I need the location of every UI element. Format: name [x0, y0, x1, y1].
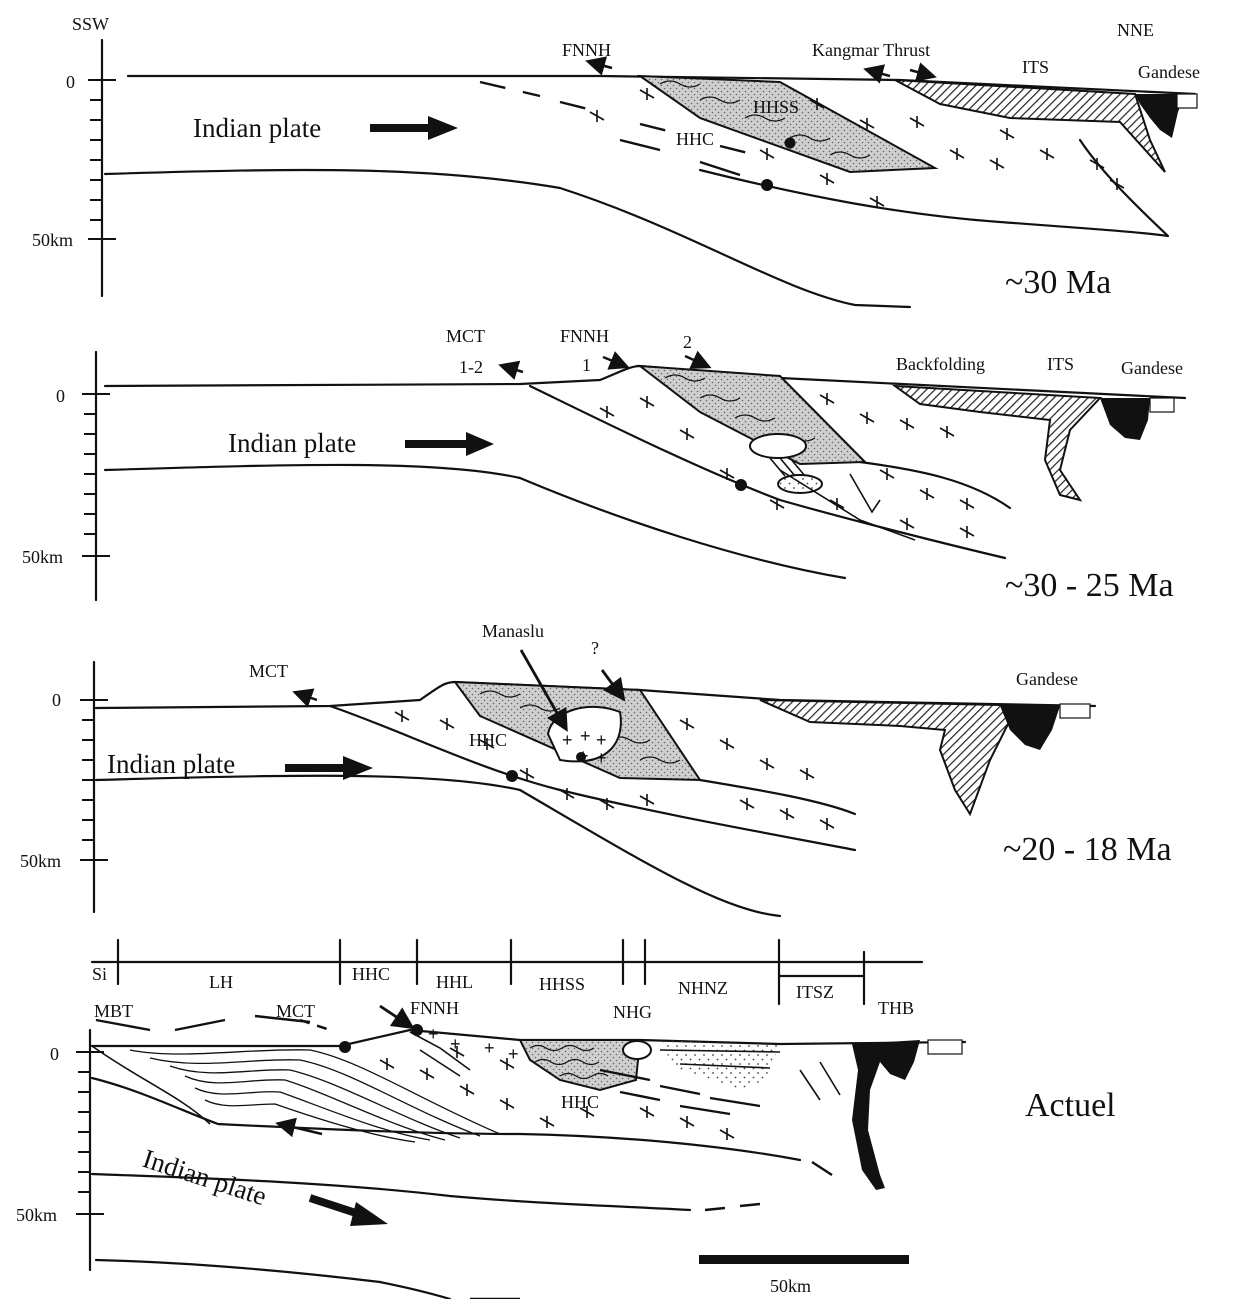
- age-label: ~30 - 25 Ma: [1005, 567, 1174, 604]
- lh-folded-layers: [129, 1049, 501, 1143]
- panel-actuel: Si LH HHC HHL HHSS NHG NHNZ ITSZ THB 0 5…: [16, 938, 1116, 1299]
- fnnh-number-label: 1: [582, 355, 591, 375]
- depth-zero-label: 0: [66, 72, 75, 92]
- zone-si-label: Si: [92, 964, 107, 984]
- indian-plate-label: Indian plate: [228, 428, 356, 458]
- hhss-wedge: [636, 364, 868, 466]
- hhc-lower-boundary: [858, 460, 1012, 510]
- scale-bar: 50km: [699, 1255, 909, 1296]
- zone-hhss-label: HHSS: [539, 974, 585, 994]
- depth-50km-label: 50km: [22, 547, 63, 567]
- zone-hhc-label: HHC: [352, 964, 390, 984]
- thrust-2-label: 2: [683, 332, 692, 352]
- svg-text:+: +: [484, 1038, 495, 1058]
- hhc-label: HHC: [469, 730, 507, 750]
- zone-lh-label: LH: [209, 972, 233, 992]
- plate-boundary-upper: [103, 463, 847, 580]
- indian-plate-label: Indian plate: [193, 113, 321, 143]
- hhc-lower-boundary: [698, 138, 1170, 238]
- depth-50km-label: 50km: [32, 230, 73, 250]
- its-body: [891, 384, 1103, 502]
- zone-nhnz-label: NHNZ: [678, 978, 728, 998]
- zone-itsz-label: ITSZ: [796, 982, 834, 1002]
- fnnh-label: FNNH: [410, 998, 459, 1018]
- kangmar-thrust-label: Kangmar Thrust: [812, 40, 930, 60]
- age-label: ~20 - 18 Ma: [1003, 831, 1172, 868]
- svg-text:+: +: [596, 748, 607, 768]
- depth-ticks: [88, 79, 116, 240]
- mbt-label: MBT: [94, 1001, 133, 1021]
- age-label: ~30 Ma: [1005, 264, 1111, 301]
- mct-number-label: 1-2: [459, 357, 483, 377]
- depth-ticks: [82, 393, 110, 557]
- indian-plate-label: Indian plate: [107, 749, 235, 779]
- plate-motion-arrow: [308, 1194, 364, 1219]
- zone-hhl-label: HHL: [436, 972, 473, 992]
- ssw-label: SSW: [72, 14, 109, 34]
- scale-bar-label: 50km: [770, 1276, 811, 1296]
- mct-line: [528, 384, 1007, 560]
- surface-line: [126, 74, 1197, 96]
- hhc-label: HHC: [561, 1092, 599, 1112]
- fnnh-label: FNNH: [560, 326, 609, 346]
- depth-ticks: [80, 699, 108, 861]
- depth-50km-label: 50km: [20, 851, 61, 871]
- panel-30ma: 0 50km: [32, 38, 1200, 309]
- svg-text:+: +: [428, 1024, 439, 1044]
- gandese-label: Gandese: [1121, 358, 1183, 378]
- hhc-lower-boundary: [698, 778, 857, 816]
- depth-zero-label: 0: [50, 1044, 59, 1064]
- depth-zero-label: 0: [56, 386, 65, 406]
- hhc-label: HHC: [676, 129, 714, 149]
- indian-plate-label: Indian plate: [139, 1143, 270, 1211]
- svg-text:+: +: [596, 730, 607, 750]
- plate-boundary-upper: [90, 1076, 802, 1162]
- svg-text:+: +: [508, 1044, 519, 1064]
- its-label: ITS: [1047, 354, 1074, 374]
- manaslu-label: Manaslu: [482, 621, 544, 641]
- gandese-body: [1135, 94, 1185, 138]
- mct-label: MCT: [446, 326, 485, 346]
- depth-zero-label: 0: [52, 690, 61, 710]
- plate-boundary-upper: [94, 774, 782, 918]
- plate-boundary-lower: [90, 1172, 692, 1212]
- thb-body: [852, 1040, 920, 1190]
- gandese-label: Gandese: [1016, 669, 1078, 689]
- mct-label: MCT: [276, 1001, 315, 1021]
- svg-text:+: +: [580, 726, 591, 746]
- svg-text:+: +: [450, 1034, 461, 1054]
- hhss-label: HHSS: [753, 97, 799, 117]
- gandese-body: [1000, 706, 1060, 750]
- mct-label: MCT: [249, 661, 288, 681]
- svg-text:+: +: [562, 730, 573, 750]
- nne-label: NNE: [1117, 20, 1154, 40]
- zone-nhg-label: NHG: [613, 1002, 652, 1022]
- hhss-wedge: [636, 74, 939, 174]
- plate-boundary-upper: [103, 168, 912, 309]
- hhss-body: [518, 1039, 642, 1092]
- age-label: Actuel: [1025, 1087, 1116, 1124]
- plate-base-line: [94, 1258, 452, 1299]
- fnnh-label: FNNH: [562, 40, 611, 60]
- panel-20-18ma: 0 50km +++ ++ Indian plat: [20, 621, 1172, 918]
- gandese-body: [1100, 398, 1150, 440]
- panel-30-25ma: 0 50km Indian plate M: [22, 326, 1187, 604]
- scale-bar-rule: [699, 1255, 909, 1264]
- gandese-label: Gandese: [1138, 62, 1200, 82]
- its-body: [894, 79, 1166, 173]
- zone-thb-label: THB: [878, 998, 914, 1018]
- backfolding-label: Backfolding: [896, 354, 985, 374]
- depth-50km-label: 50km: [16, 1205, 57, 1225]
- question-label: ?: [591, 638, 599, 658]
- zone-band: [90, 938, 924, 1006]
- its-label: ITS: [1022, 57, 1049, 77]
